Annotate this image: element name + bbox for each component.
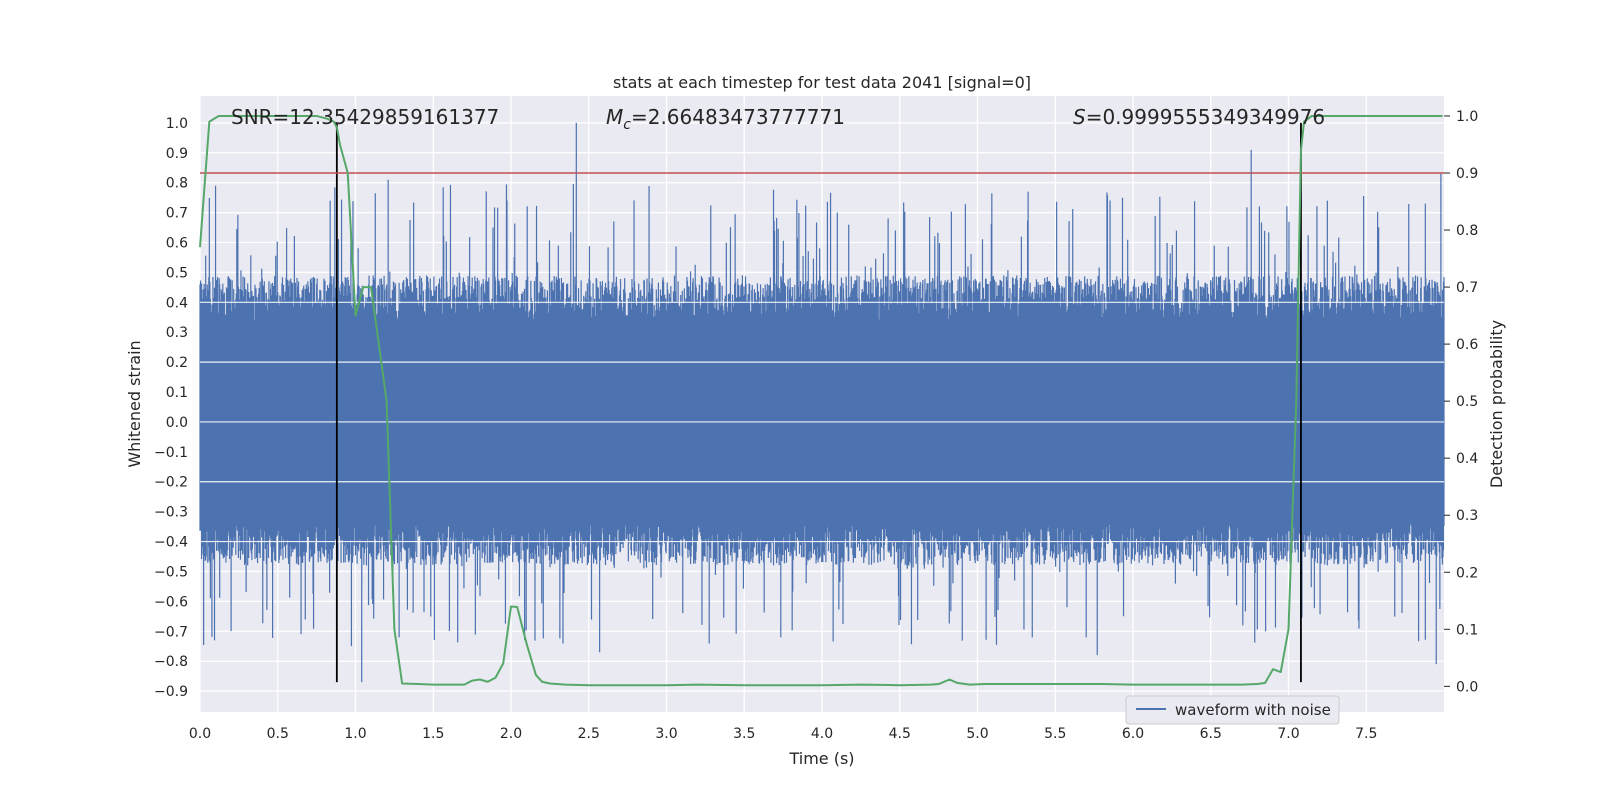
- s-annotation: S=0.9999555349349976: [1073, 105, 1325, 129]
- waveform-line: [199, 122, 1445, 683]
- chirp-mass-symbol: M: [606, 105, 623, 129]
- y-tick-label: 0.5: [166, 265, 188, 281]
- x-tick-label: 0.0: [189, 726, 211, 742]
- s-value: =0.9999555349349976: [1086, 105, 1325, 129]
- x-tick-label: 5.5: [1044, 726, 1066, 742]
- y-tick-label: 0.6: [166, 236, 188, 252]
- x-axis-label: Time (s): [788, 749, 854, 768]
- y2-tick-label: 0.0: [1456, 679, 1478, 695]
- chirp-mass-value: =2.66483473777771: [631, 105, 845, 129]
- y-tick-label: 0.4: [166, 295, 188, 311]
- y2-axis-label: Detection probability: [1487, 320, 1506, 488]
- y-tick-label: −0.7: [154, 624, 188, 640]
- y-tick-label: 1.0: [166, 116, 188, 132]
- y-axis-label: Whitened strain: [125, 340, 144, 467]
- chirp-mass-subscript: c: [623, 117, 631, 133]
- detection-probability-series: [199, 114, 1443, 687]
- x-tick-label: 6.0: [1122, 726, 1144, 742]
- y2-tick-label: 0.3: [1456, 508, 1478, 524]
- y2-tick-label: 1.0: [1456, 109, 1478, 125]
- s-symbol: S: [1073, 105, 1086, 129]
- y2-tick-label: 0.7: [1456, 280, 1478, 296]
- y-tick-label: 0.9: [166, 146, 188, 162]
- y2-tick-label: 0.2: [1456, 565, 1478, 581]
- legend-label-waveform: waveform with noise: [1175, 701, 1331, 719]
- x-tick-label: 7.5: [1355, 726, 1377, 742]
- y-tick-label: −0.4: [154, 535, 188, 551]
- axis-ticks: 0.0 0.5 1.0 1.5 2.0 2.5 3.0 3.5 4.0 4.5 5.0 5.5 6.0 6…: [154, 109, 1478, 742]
- y2-tick-label: 0.6: [1456, 337, 1478, 353]
- waveform-series: [199, 122, 1445, 683]
- snr-annotation: SNR=12.35429859161377: [231, 105, 499, 129]
- y-tick-label: −0.3: [154, 505, 188, 521]
- chart-title: stats at each timestep for test data 204…: [613, 73, 1031, 92]
- y2-tick-label: 0.8: [1456, 223, 1478, 239]
- x-tick-label: 3.5: [733, 726, 755, 742]
- y-tick-label: 0.0: [166, 415, 188, 431]
- x-tick-label: 4.0: [811, 726, 833, 742]
- chirp-mass-annotation: Mc=2.66483473777771: [606, 105, 845, 133]
- y-tick-label: 0.2: [166, 355, 188, 371]
- y2-tick-label: 0.5: [1456, 394, 1478, 410]
- y-tick-label: 0.8: [166, 176, 188, 192]
- x-tick-label: 7.0: [1277, 726, 1299, 742]
- y-tick-label: 0.7: [166, 206, 188, 222]
- y-tick-label: −0.8: [154, 654, 188, 670]
- x-tick-label: 2.5: [578, 726, 600, 742]
- x-tick-label: 1.5: [422, 726, 444, 742]
- y-tick-label: −0.6: [154, 594, 188, 610]
- x-tick-label: 4.5: [889, 726, 911, 742]
- x-tick-label: 1.0: [344, 726, 366, 742]
- x-tick-label: 2.0: [500, 726, 522, 742]
- y-tick-label: −0.9: [154, 684, 188, 700]
- x-tick-label: 3.0: [655, 726, 677, 742]
- legend: waveform with noise: [1125, 695, 1340, 725]
- event-markers: [335, 122, 1302, 683]
- y-tick-label: 0.1: [166, 385, 188, 401]
- y-tick-label: −0.5: [154, 564, 188, 580]
- y-tick-label: 0.3: [166, 325, 188, 341]
- legend-box: [1125, 695, 1340, 725]
- y2-tick-label: 0.4: [1456, 451, 1478, 467]
- y2-tick-label: 0.9: [1456, 166, 1478, 182]
- detection-probability-line: [199, 114, 1443, 687]
- x-tick-label: 6.5: [1200, 726, 1222, 742]
- y2-tick-label: 0.1: [1456, 622, 1478, 638]
- y-tick-label: −0.1: [154, 445, 188, 461]
- y-tick-label: −0.2: [154, 475, 188, 491]
- x-tick-label: 0.5: [267, 726, 289, 742]
- x-tick-label: 5.0: [966, 726, 988, 742]
